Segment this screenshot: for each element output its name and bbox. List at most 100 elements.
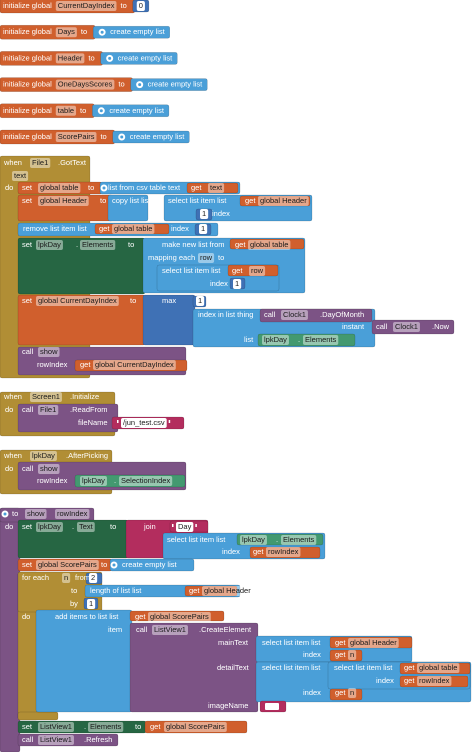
dropdown-label[interactable]: global CurrentDayIndex [95, 360, 174, 369]
gear-hole [120, 135, 124, 139]
block-label: create empty list [130, 132, 186, 141]
dropdown-field [36, 560, 99, 570]
dropdown-label[interactable]: lpkDay [38, 240, 61, 249]
block [94, 223, 170, 235]
dropdown-field [55, 132, 97, 142]
block [329, 649, 363, 662]
block-label: . [276, 535, 278, 544]
block-label: make new list from [162, 240, 225, 249]
dropdown-field [152, 625, 188, 635]
dropdown-field [38, 183, 81, 193]
dropdown-label[interactable]: global table [419, 663, 457, 672]
dropdown-label[interactable]: Text [79, 522, 94, 531]
dropdown-label[interactable]: rowIndex [268, 547, 299, 556]
dropdown-label[interactable]: n [64, 573, 68, 582]
block-label: call [136, 625, 148, 634]
dropdown-label[interactable]: Header [58, 53, 83, 62]
dropdown-label[interactable]: Elements [82, 240, 114, 249]
block-label: call [22, 464, 34, 473]
block [130, 78, 208, 91]
dropdown-label[interactable]: Screen1 [32, 392, 60, 401]
block-label: select list item list [262, 663, 321, 672]
dropdown-label[interactable]: global table [114, 224, 152, 233]
block-label: max [162, 296, 176, 305]
dropdown-label[interactable]: lpkDay [242, 535, 265, 544]
dropdown-label[interactable]: lpkDay [38, 522, 61, 531]
block [186, 182, 239, 194]
block [0, 507, 21, 752]
block-label: select list item list [262, 638, 321, 647]
block-label: select list item list [167, 535, 226, 544]
dropdown-label[interactable]: ListView1 [40, 735, 72, 744]
block-label: select list item list [168, 196, 227, 205]
dropdown-label[interactable]: table [58, 106, 74, 115]
dropdown-label[interactable]: ListView1 [154, 625, 186, 634]
dropdown-label[interactable]: File1 [32, 158, 48, 167]
dropdown-label[interactable]: global table [250, 240, 288, 249]
dropdown-label[interactable]: ScorePairs [58, 132, 95, 141]
dropdown-label[interactable]: show [40, 464, 58, 473]
dropdown-label[interactable]: n [350, 688, 354, 697]
block-label: create empty list [148, 80, 204, 89]
dropdown-label[interactable]: row [200, 253, 213, 262]
block-label: get [150, 722, 161, 731]
input-field [176, 522, 194, 532]
block-label: to [100, 196, 106, 205]
block [399, 662, 471, 675]
block-label: to [71, 586, 77, 595]
block-label: index in list thing [198, 310, 253, 319]
field-label: 1 [201, 224, 205, 233]
gear-hole [3, 512, 7, 516]
field-label: 2 [91, 573, 95, 582]
dropdown-label[interactable]: lpkDay [32, 451, 55, 460]
dropdown-label[interactable]: n [350, 650, 354, 659]
dropdown-label[interactable]: rowIndex [419, 676, 450, 685]
dropdown-label[interactable]: rowIndex [57, 509, 88, 518]
dropdown-field [258, 196, 309, 206]
dropdown-label[interactable]: global Header [260, 196, 307, 205]
dropdown-label[interactable]: global table [40, 183, 78, 192]
dropdown-label[interactable]: OneDaysScores [58, 80, 113, 89]
input-field [196, 296, 205, 306]
dropdown-label[interactable]: lpkDay [264, 335, 287, 344]
dropdown-label[interactable]: text [14, 171, 27, 180]
dropdown-label[interactable]: Elements [90, 722, 122, 731]
dropdown-label[interactable]: Elements [283, 535, 315, 544]
dropdown-field [93, 360, 176, 370]
block-label: call [22, 405, 34, 414]
dropdown-label[interactable]: row [251, 266, 264, 275]
gear-hole [102, 186, 106, 190]
input-field [121, 418, 167, 428]
dropdown-label[interactable]: CurrentDayIndex [58, 1, 115, 10]
dropdown-label[interactable]: ListView1 [40, 722, 72, 731]
quote-mark [168, 420, 171, 423]
dropdown-field [30, 158, 51, 168]
dropdown-label[interactable]: Elements [305, 335, 337, 344]
dropdown-field [80, 240, 116, 250]
dropdown-label[interactable]: File1 [40, 405, 56, 414]
dropdown-label[interactable]: global ScorePairs [166, 722, 225, 731]
dropdown-label[interactable]: lpkDay [82, 476, 105, 485]
gear-hole [100, 30, 104, 34]
dropdown-label[interactable]: Clock1 [283, 310, 306, 319]
block-label: do [22, 612, 30, 621]
dropdown-label[interactable]: show [40, 347, 58, 356]
dropdown-label[interactable]: global ScorePairs [150, 612, 209, 621]
dropdown-label[interactable]: global Header [204, 586, 251, 595]
dropdown-field [348, 638, 399, 648]
dropdown-label[interactable]: global Header [350, 638, 397, 647]
dropdown-label[interactable]: text [210, 183, 223, 192]
dropdown-field [348, 650, 357, 660]
dropdown-label[interactable]: global ScorePairs [38, 560, 97, 569]
dropdown-label[interactable]: Clock1 [395, 322, 418, 331]
block-label: . [298, 335, 300, 344]
dropdown-field [303, 335, 339, 345]
dropdown-label[interactable]: Days [58, 27, 75, 36]
dropdown-field [77, 522, 95, 532]
dropdown-label[interactable]: show [27, 509, 45, 518]
block-label: to [120, 1, 126, 10]
dropdown-label[interactable]: global CurrentDayIndex [38, 296, 117, 305]
dropdown-label[interactable]: global Header [40, 196, 87, 205]
block-label: to [101, 560, 107, 569]
dropdown-label[interactable]: SelectionIndex [121, 476, 170, 485]
